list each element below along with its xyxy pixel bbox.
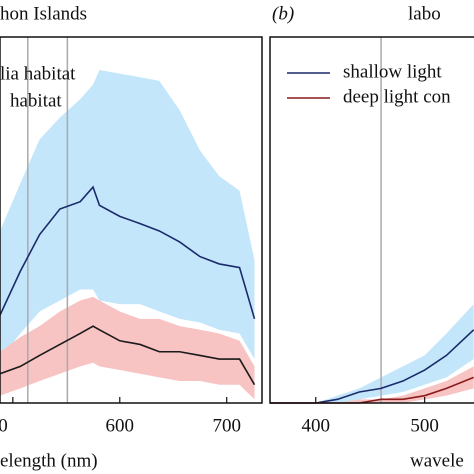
chart-title: hon Islands: [0, 3, 87, 24]
plot-frame: [269, 36, 474, 404]
x-axis-label: wavele: [410, 450, 464, 471]
panel-label: (b): [272, 3, 294, 24]
plot-frame: [0, 36, 263, 404]
band: [270, 366, 474, 403]
band: [270, 304, 474, 403]
x-tick-label: 0: [0, 415, 8, 436]
line: [270, 329, 474, 404]
legend-label: habitat: [10, 90, 62, 111]
x-axis-label: elength (nm): [0, 450, 98, 471]
x-tick-label: 500: [410, 415, 439, 436]
x-tick-label: 400: [301, 415, 330, 436]
x-tick-label: 600: [106, 415, 135, 436]
legend-label: shallow light: [343, 61, 442, 82]
legend-label: deep light con: [343, 86, 451, 107]
band: [0, 296, 255, 400]
line: [0, 325, 256, 386]
band: [0, 69, 255, 360]
legend-label: lia habitat: [0, 63, 76, 84]
chart-title: labo: [408, 3, 441, 24]
x-tick-label: 700: [212, 415, 241, 436]
line: [0, 185, 256, 320]
